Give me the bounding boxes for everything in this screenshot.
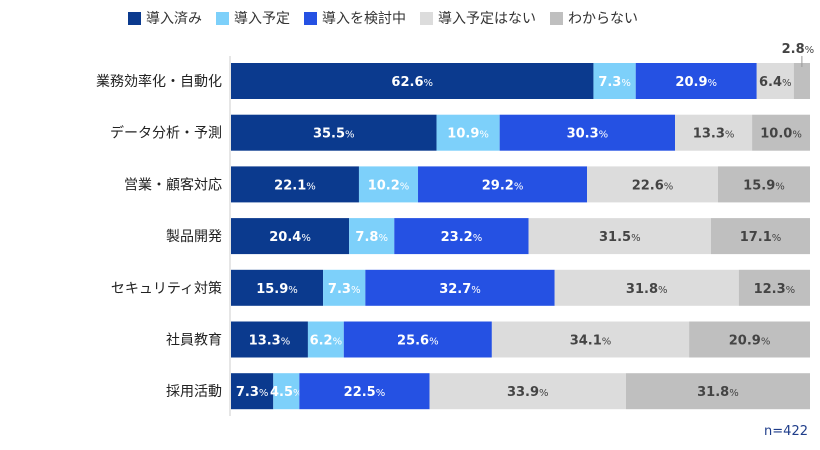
bar-segment <box>756 63 794 99</box>
legend-label: 導入予定はない <box>438 11 536 27</box>
bar-segment <box>231 63 594 99</box>
data-label: 25.6% <box>397 334 439 349</box>
bar-segment <box>349 218 395 255</box>
data-label: 7.3% <box>328 282 361 297</box>
bar-segment <box>323 269 366 306</box>
bar-segment <box>231 321 308 358</box>
category-label: セキュリティ対策 <box>111 280 222 297</box>
data-label: 23.2% <box>441 230 483 245</box>
bar-segment <box>307 321 344 358</box>
data-label: 13.3% <box>693 127 735 142</box>
legend-swatch <box>304 11 317 25</box>
bar-segment <box>499 114 676 151</box>
data-label: 7.8% <box>355 230 388 245</box>
legend-label: 導入済み <box>146 11 202 27</box>
category-label: 採用活動 <box>166 384 222 400</box>
data-label: 62.6% <box>391 75 433 90</box>
data-label: 33.9% <box>507 385 549 400</box>
data-label: 32.7% <box>439 282 481 297</box>
data-label: 31.8% <box>697 385 739 400</box>
data-label: 15.9% <box>743 178 785 193</box>
legend-swatch <box>550 11 563 25</box>
bar-segment <box>231 373 274 410</box>
data-label: 31.5% <box>599 230 641 245</box>
bar-segment <box>231 114 437 151</box>
sample-size-note: n=422 <box>764 424 808 439</box>
data-label: 29.2% <box>482 178 524 193</box>
data-label: 15.9% <box>256 282 298 297</box>
legend-item: 導入予定 <box>216 8 290 28</box>
data-label: 4.5% <box>270 385 303 400</box>
legend-swatch <box>128 11 141 25</box>
data-label: 34.1% <box>570 334 612 349</box>
data-label: 10.2% <box>368 178 410 193</box>
legend-label: 導入を検討中 <box>322 11 406 27</box>
bar-segment <box>793 63 810 99</box>
data-label: 7.3% <box>598 75 631 90</box>
data-label: 20.4% <box>269 230 311 245</box>
category-label: 社員教育 <box>166 333 222 349</box>
bar-segment <box>273 373 300 410</box>
bar-segment <box>717 166 810 203</box>
bar-segment <box>554 269 739 306</box>
data-label: 20.9% <box>675 75 717 90</box>
legend-swatch <box>420 11 433 25</box>
data-label: 30.3% <box>567 127 609 142</box>
bar-segment <box>365 269 555 306</box>
legend-item: わからない <box>550 8 638 28</box>
data-label: 2.8% <box>782 42 815 57</box>
data-label: 6.2% <box>310 334 343 349</box>
data-label: 6.4% <box>759 75 792 90</box>
bar-segment <box>635 63 757 99</box>
category-label: 製品開発 <box>166 229 222 245</box>
data-label: 22.1% <box>274 178 316 193</box>
bar-segment <box>689 321 810 358</box>
bar-segment <box>299 373 430 410</box>
bar-segment <box>710 218 810 255</box>
category-label: 営業・顧客対応 <box>124 176 222 193</box>
bar-segment <box>343 321 492 358</box>
bar-segment <box>358 166 419 203</box>
bar-segment <box>436 114 500 151</box>
bar-segment <box>593 63 636 99</box>
data-label: 13.3% <box>249 334 291 349</box>
bar-segment <box>231 166 359 203</box>
bar-segment <box>528 218 711 255</box>
legend-item: 導入を検討中 <box>304 8 406 28</box>
legend-item: 導入済み <box>128 8 202 28</box>
data-label: 10.9% <box>447 127 489 142</box>
bar-segment <box>587 166 718 203</box>
bar-segment <box>394 218 529 255</box>
legend-swatch <box>216 11 229 25</box>
data-label: 35.5% <box>313 127 355 142</box>
legend-item: 導入予定はない <box>420 8 536 28</box>
bar-segment <box>675 114 753 151</box>
bar-segment <box>625 373 810 410</box>
data-label: 10.0% <box>760 127 802 142</box>
legend-label: わからない <box>568 11 638 27</box>
legend: 導入済み 導入予定 導入を検討中 導入予定はない わからない <box>128 8 638 28</box>
legend-label: 導入予定 <box>234 11 290 27</box>
data-label: 12.3% <box>754 282 796 297</box>
bar-segment <box>231 218 350 255</box>
data-label: 31.8% <box>626 282 668 297</box>
data-label: 22.5% <box>344 385 386 400</box>
bar-segment <box>231 269 324 306</box>
data-label: 22.6% <box>632 178 674 193</box>
bar-segment <box>752 114 810 151</box>
bar-segment <box>429 373 626 410</box>
category-label: データ分析・予測 <box>110 125 222 142</box>
bar-segment <box>491 321 690 358</box>
bar-segment <box>738 269 810 306</box>
data-label: 20.9% <box>729 334 771 349</box>
data-label: 7.3% <box>236 385 269 400</box>
category-label: 業務効率化・自動化 <box>96 73 222 90</box>
bar-segment <box>418 166 588 203</box>
data-label: 17.1% <box>740 230 782 245</box>
